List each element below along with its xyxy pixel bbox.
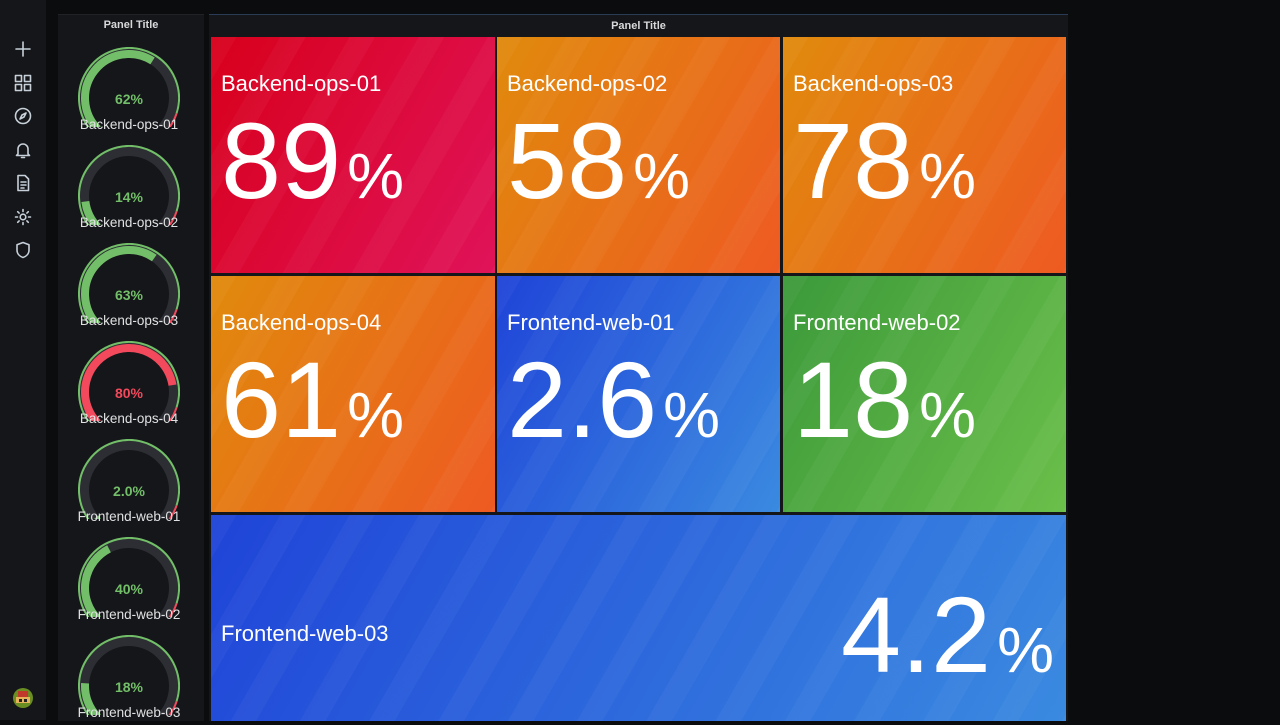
tile-label: Backend-ops-04 — [221, 310, 382, 335]
alerting-icon[interactable] — [12, 139, 34, 161]
tile-label: Frontend-web-03 — [221, 621, 389, 646]
tile-unit: % — [997, 614, 1054, 686]
gauge-arc — [78, 635, 180, 715]
stat-tile: Backend-ops-04 61% — [211, 276, 495, 512]
tile-unit: % — [347, 379, 405, 451]
gauge-panel: Panel Title 62% Backend-ops-01 14% Backe… — [58, 14, 204, 721]
tile-unit: % — [919, 140, 977, 212]
panel-title[interactable]: Panel Title — [103, 19, 159, 31]
tile-unit: % — [347, 140, 405, 212]
stat-tile: Backend-ops-02 58% — [497, 37, 780, 273]
tile-label: Frontend-web-02 — [793, 310, 961, 335]
tile-label: Backend-ops-02 — [507, 71, 668, 96]
tile-value: 58% — [507, 107, 690, 215]
gauge: 40% Frontend-web-02 — [74, 537, 184, 627]
tile-number: 78 — [793, 100, 914, 221]
gauge-label: Frontend-web-02 — [77, 607, 181, 622]
gauge-value: 80% — [114, 385, 144, 401]
tile-number: 4.2 — [840, 574, 992, 695]
gauge-arc — [78, 537, 180, 617]
gauge-value: 63% — [114, 287, 144, 303]
gauge-arc — [78, 145, 180, 225]
gauge-value: 62% — [114, 91, 144, 107]
tile-unit: % — [663, 379, 721, 451]
tile-label: Backend-ops-03 — [793, 71, 954, 96]
stat-panel: Panel Title Backend-ops-01 89% Backend-o… — [209, 14, 1068, 721]
user-avatar[interactable] — [13, 688, 33, 708]
tile-label: Backend-ops-01 — [221, 71, 382, 96]
gauge-label: Backend-ops-01 — [79, 117, 179, 132]
stat-tile: Frontend-web-01 2.6% — [497, 276, 780, 512]
tile-value: 2.6% — [507, 346, 720, 454]
tile-number: 2.6 — [507, 339, 658, 460]
explore-icon[interactable] — [12, 105, 34, 127]
reports-icon[interactable] — [12, 172, 34, 194]
tile-value: 4.2% — [841, 581, 1054, 689]
shield-icon[interactable] — [12, 239, 34, 261]
gauge-label: Backend-ops-02 — [79, 215, 179, 230]
stat-tile: Backend-ops-03 78% — [783, 37, 1066, 273]
stat-tile: Backend-ops-01 89% — [211, 37, 495, 273]
stat-tile: Frontend-web-03 4.2% — [211, 515, 1066, 721]
empty-dashboard-area — [1070, 0, 1280, 720]
tile-number: 58 — [507, 100, 628, 221]
configuration-icon[interactable] — [12, 206, 34, 228]
tile-value: 89% — [221, 107, 404, 215]
plus-icon[interactable] — [12, 38, 34, 60]
tile-value: 18% — [793, 346, 976, 454]
panel-title[interactable]: Panel Title — [611, 20, 666, 32]
side-menu — [0, 0, 46, 720]
gauge-arc — [78, 341, 180, 421]
tile-value: 78% — [793, 107, 976, 215]
tile-number: 61 — [221, 339, 342, 460]
gauge-arc — [78, 47, 180, 127]
tile-unit: % — [919, 379, 977, 451]
gauge-value: 2.0% — [113, 483, 145, 499]
gauge-value: 14% — [114, 189, 144, 205]
gauge-value: 18% — [114, 679, 144, 695]
gauge: 63% Backend-ops-03 — [74, 243, 184, 333]
gauge: 14% Backend-ops-02 — [74, 145, 184, 235]
tile-number: 89 — [221, 100, 342, 221]
gauge-label: Backend-ops-03 — [79, 313, 179, 328]
gauge-arc — [78, 243, 180, 323]
tile-unit: % — [633, 140, 691, 212]
gauge-value: 40% — [114, 581, 144, 597]
tile-value: 61% — [221, 346, 404, 454]
gauge-label: Frontend-web-03 — [77, 705, 181, 720]
tile-label: Frontend-web-01 — [507, 310, 675, 335]
tile-number: 18 — [793, 339, 914, 460]
gauge-label: Frontend-web-01 — [77, 509, 181, 524]
dashboards-icon[interactable] — [12, 72, 34, 94]
gauge-arc — [78, 439, 180, 519]
gauge: 18% Frontend-web-03 — [74, 635, 184, 725]
gauge-label: Backend-ops-04 — [79, 411, 179, 426]
gauge: 2.0% Frontend-web-01 — [74, 439, 184, 529]
stat-tile: Frontend-web-02 18% — [783, 276, 1066, 512]
gauge: 80% Backend-ops-04 — [74, 341, 184, 431]
gauge: 62% Backend-ops-01 — [74, 47, 184, 137]
